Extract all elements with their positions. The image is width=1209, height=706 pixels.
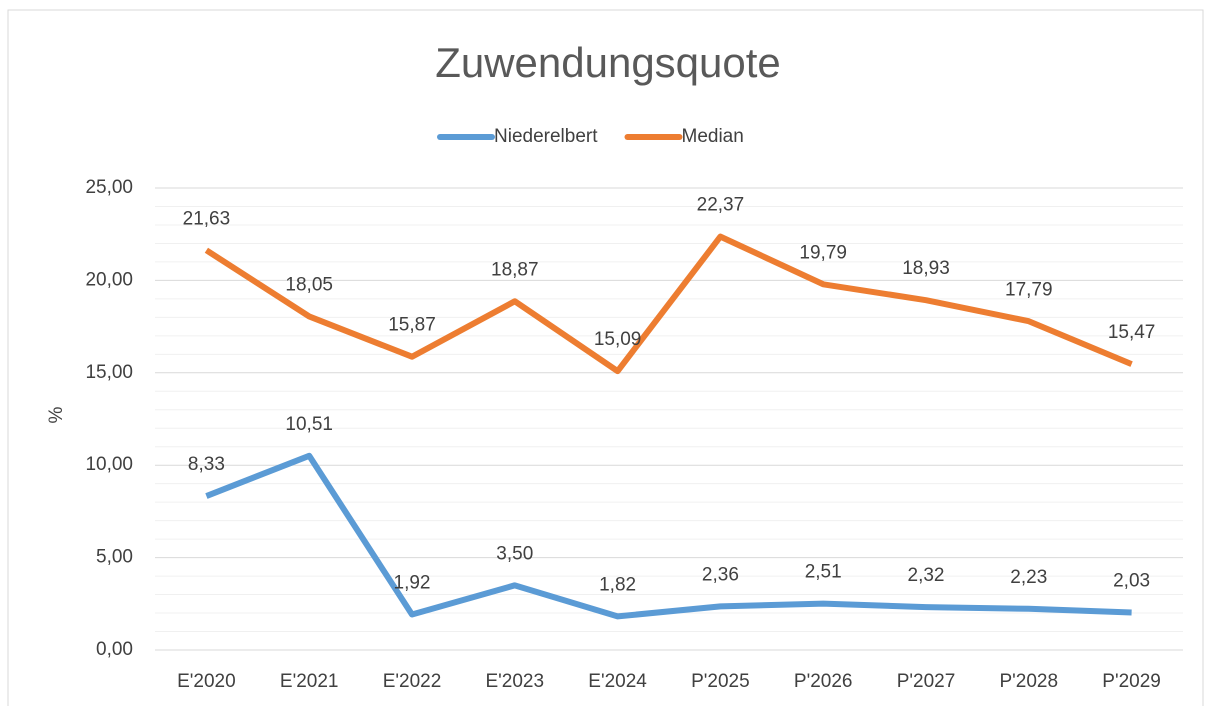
chart-title: Zuwendungsquote (435, 39, 781, 86)
data-label: 1,82 (599, 574, 636, 595)
data-label: 18,87 (491, 259, 539, 280)
data-label: 2,51 (805, 562, 842, 583)
data-label: 17,79 (1005, 279, 1053, 300)
data-label: 18,93 (902, 258, 950, 279)
x-tick-label: P'2027 (897, 671, 956, 692)
data-label: 15,47 (1108, 322, 1156, 343)
data-label: 2,36 (702, 564, 739, 585)
data-label: 21,63 (183, 208, 231, 229)
data-label: 1,92 (394, 573, 431, 594)
y-tick-label: 5,00 (96, 547, 133, 568)
y-tick-label: 20,00 (85, 269, 133, 290)
data-label: 15,87 (388, 315, 436, 336)
data-label: 2,23 (1010, 567, 1047, 588)
y-axis-label: % (46, 406, 67, 423)
x-tick-label: E'2022 (383, 671, 442, 692)
series-line (205, 452, 1132, 620)
x-tick-label: E'2023 (486, 671, 545, 692)
series-line (204, 233, 1133, 375)
legend-label: Niederelbert (494, 126, 598, 147)
data-label: 18,05 (285, 274, 333, 295)
x-tick-label: P'2026 (794, 671, 853, 692)
data-label: 22,37 (697, 195, 745, 216)
data-label: 2,03 (1113, 571, 1150, 592)
y-tick-label: 25,00 (85, 177, 133, 198)
x-tick-label: E'2020 (177, 671, 236, 692)
chart-border (7, 9, 1204, 706)
x-tick-label: P'2028 (1000, 671, 1059, 692)
data-label: 10,51 (285, 414, 333, 435)
x-tick-label: P'2025 (691, 671, 750, 692)
x-tick-label: P'2029 (1102, 671, 1161, 692)
data-label: 2,32 (908, 565, 945, 586)
y-tick-label: 0,00 (96, 639, 133, 660)
data-label: 3,50 (496, 543, 533, 564)
data-label: 19,79 (799, 242, 847, 263)
data-label: 15,09 (594, 329, 642, 350)
legend-label: Median (682, 126, 744, 147)
y-tick-label: 10,00 (85, 454, 133, 475)
y-tick-label: 15,00 (85, 362, 133, 383)
x-tick-label: E'2024 (588, 671, 647, 692)
data-label: 8,33 (188, 454, 225, 475)
x-tick-label: E'2021 (280, 671, 339, 692)
